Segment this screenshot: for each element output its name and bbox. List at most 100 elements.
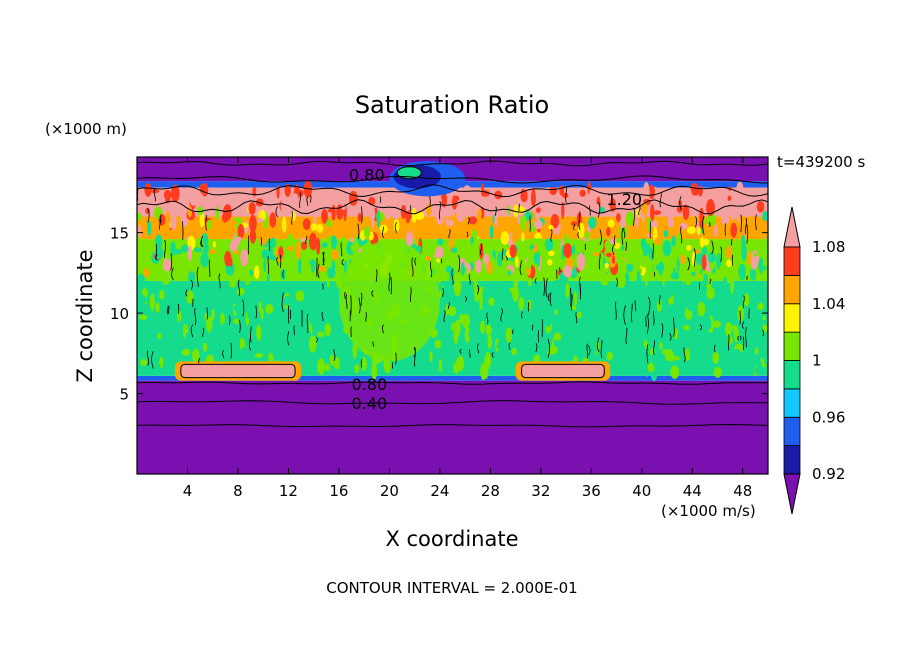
contour-squiggle (200, 235, 204, 248)
contour-squiggle (388, 272, 391, 292)
field-speckle (319, 265, 327, 273)
field-speckle (514, 256, 519, 268)
field-speckle (606, 227, 611, 237)
contour-squiggle (222, 349, 225, 359)
field-speckle (186, 290, 194, 304)
field-speckle (331, 204, 336, 221)
field-speckle (496, 318, 502, 332)
field-speckle (341, 217, 349, 231)
field-speckle (686, 244, 692, 251)
field-speckle (269, 237, 277, 248)
field-speckle (256, 288, 264, 305)
field-speckle (624, 271, 630, 290)
field-speckle (434, 246, 444, 259)
contour-squiggle (511, 329, 514, 335)
field-speckle (388, 202, 393, 211)
field-speckle (730, 210, 736, 221)
contour-squiggle (276, 257, 279, 266)
contour-squiggle (549, 292, 552, 306)
field-speckle (312, 206, 317, 224)
field-speckle (597, 289, 605, 294)
field-speckle (533, 252, 538, 264)
field-speckle (300, 237, 307, 243)
field-speckle (221, 212, 228, 223)
field-speckle (137, 235, 141, 246)
contour-squiggle (669, 333, 672, 341)
x-tick-label: 4 (183, 482, 193, 500)
field-speckle (762, 324, 768, 333)
contour-squiggle (146, 350, 150, 366)
field-speckle (743, 293, 750, 307)
field-speckle (690, 357, 700, 371)
x-tick-label: 8 (233, 482, 243, 500)
field-speckle (713, 366, 722, 378)
field-speckle (171, 323, 179, 333)
contour-squiggle (711, 240, 714, 255)
field-speckle (266, 272, 271, 289)
field-speckle (573, 290, 577, 307)
field-speckle (646, 233, 652, 238)
field-speckle (529, 308, 534, 316)
field-speckle (376, 210, 381, 228)
field-speckle (714, 224, 718, 237)
field-speckle (511, 347, 517, 356)
contour-squiggle (495, 206, 497, 216)
field-speckle (193, 256, 198, 271)
field-speckle (445, 265, 452, 274)
field-speckle (706, 286, 715, 300)
field-speckle (321, 242, 328, 248)
field-speckle (733, 348, 742, 362)
contour-squiggle (153, 188, 156, 202)
field-speckle (731, 259, 739, 264)
x-tick-label: 16 (329, 482, 348, 500)
field-speckle (530, 189, 536, 208)
field-speckle (308, 335, 317, 353)
contour-squiggle (202, 327, 205, 338)
field-speckle (170, 214, 177, 231)
field-speckle (534, 238, 544, 245)
contour-squiggle (570, 294, 573, 311)
contour-squiggle (287, 331, 290, 346)
field-speckle (189, 193, 197, 206)
field-speckle (619, 298, 627, 311)
field-speckle (592, 251, 600, 257)
field-speckle (415, 211, 425, 221)
field-speckle (440, 307, 446, 312)
contour-squiggle (687, 257, 690, 271)
field-speckle (670, 365, 680, 379)
field-speckle (705, 316, 712, 331)
plot-frame (136, 156, 769, 475)
field-speckle (324, 363, 331, 372)
field-speckle (435, 258, 441, 263)
field-speckle (653, 237, 662, 246)
contour-squiggle (742, 321, 745, 329)
field-speckle (240, 248, 249, 267)
field-speckle (607, 219, 615, 228)
y-axis-label: Z coordinate (73, 249, 97, 382)
field-speckle (284, 183, 291, 197)
field-speckle (646, 329, 655, 346)
field-speckle (670, 294, 674, 304)
contour-squiggle (299, 192, 302, 209)
contour-squiggle (218, 273, 221, 289)
contour-squiggle (190, 279, 194, 290)
field-speckle (220, 312, 225, 326)
field-speckle (570, 304, 577, 311)
field-speckle (308, 366, 318, 373)
field-speckle (291, 193, 299, 206)
field-speckle (699, 236, 705, 248)
field-speckle (623, 327, 629, 338)
field-speckle (181, 244, 190, 253)
field-speckle (758, 257, 764, 274)
field-speckle (310, 259, 316, 273)
field-speckle (659, 342, 663, 350)
contour-squiggle (745, 327, 747, 348)
contour-squiggle (679, 196, 682, 211)
colorbar-swatch-7 (783, 246, 801, 276)
contour-squiggle (371, 290, 374, 297)
field-features (137, 161, 768, 382)
field-speckle (686, 226, 696, 235)
field-speckle (423, 358, 428, 376)
field-speckle (415, 196, 420, 206)
field-speckle (544, 238, 554, 251)
